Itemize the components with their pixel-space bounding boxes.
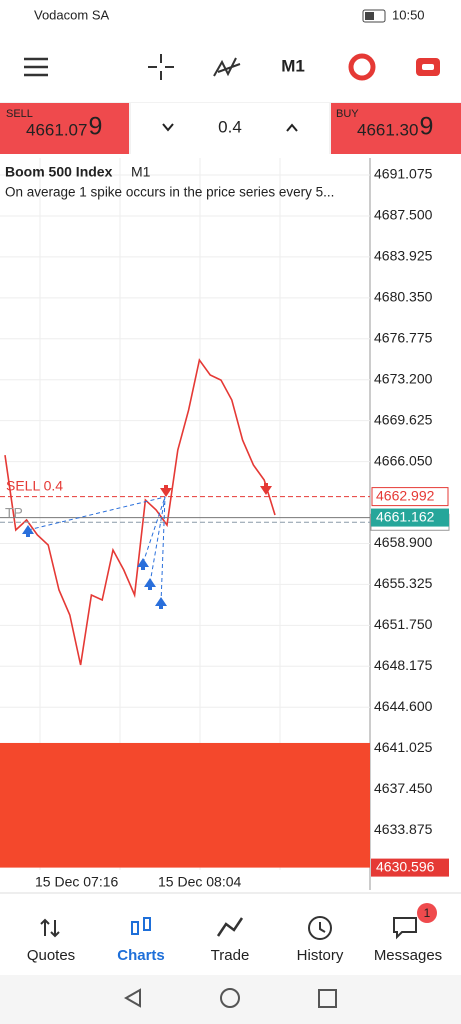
price-line [4, 358, 276, 666]
timeframe-button[interactable]: M1 [281, 56, 305, 75]
x-tick-label: 15 Dec 08:04 [158, 874, 241, 890]
sell-label-box [371, 487, 449, 507]
clock: 10:50 [392, 7, 425, 22]
battery [362, 9, 386, 23]
battery-level [365, 12, 374, 20]
y-tick-label: 4648.175 [374, 657, 433, 673]
trade-markers [22, 483, 272, 609]
nav-messages[interactable]: Messages [374, 947, 442, 964]
menu-button[interactable] [24, 57, 48, 77]
buy-button[interactable] [331, 103, 461, 154]
sell-button[interactable] [0, 103, 129, 154]
buy-label: BUY [336, 108, 359, 120]
recents-button[interactable] [318, 989, 337, 1008]
symbol-description: On average 1 spike occurs in the price s… [5, 185, 334, 200]
y-tick-label: 4666.050 [374, 452, 433, 468]
sell-price: 4661.07 [26, 120, 87, 139]
y-tick-label: 4683.925 [374, 248, 433, 264]
home-button[interactable] [220, 988, 240, 1008]
volume[interactable]: 0.4 [218, 117, 242, 136]
tp-label: TP [5, 504, 23, 520]
y-tick-label: 4673.200 [374, 370, 433, 386]
y-tick-label: 4633.875 [374, 821, 433, 837]
volume-increase[interactable] [286, 123, 298, 132]
nav-trade[interactable]: Trade [211, 947, 250, 964]
x-tick-label: 15 Dec 07:16 [35, 874, 118, 890]
badge-count: 1 [424, 906, 431, 920]
y-tick-label: 4641.025 [374, 739, 433, 755]
messages-icon [393, 917, 417, 940]
sell-level-label: 4662.992 [376, 487, 435, 503]
y-tick-label: 4680.350 [374, 289, 433, 305]
nav-quotes[interactable]: Quotes [27, 947, 75, 964]
buy-price: 4661.30 [357, 120, 418, 139]
history-hand [319, 922, 326, 933]
y-tick-label: 4669.625 [374, 411, 433, 427]
y-tick-label: 4655.325 [374, 575, 433, 591]
charts-icon [131, 917, 151, 935]
quotes-icon [40, 918, 60, 938]
trade-icon [422, 64, 434, 70]
zone [0, 742, 370, 868]
y-tick-label: 4676.775 [374, 329, 433, 345]
sell-price-digit: 9 [88, 113, 102, 141]
y-tick-label: 4658.900 [374, 534, 433, 550]
zone-label: 4630.596 [376, 858, 435, 874]
chart-timeframe: M1 [131, 164, 151, 180]
buy-price-digit: 9 [419, 113, 433, 141]
volume-decrease[interactable] [162, 123, 174, 132]
objects-button[interactable] [348, 53, 376, 81]
back-button[interactable] [123, 988, 141, 1008]
y-tick-label: 4691.075 [374, 166, 433, 182]
nav-history[interactable]: History [297, 947, 344, 964]
symbol[interactable]: Boom 500 Index [5, 164, 113, 180]
bid-level-label: 4661.162 [376, 508, 435, 524]
y-tick-label: 4651.750 [374, 616, 433, 632]
order-label: SELL 0.4 [6, 477, 63, 493]
carrier: Vodacom SA [34, 7, 109, 22]
y-tick-label: 4637.450 [374, 780, 433, 796]
system-nav [0, 975, 461, 1024]
trade-icon [216, 917, 244, 937]
y-tick-label: 4644.600 [374, 698, 433, 714]
indicators-button[interactable] [213, 57, 241, 77]
zone-label-box [371, 858, 449, 877]
history-icon [308, 916, 332, 940]
sell-label: SELL [6, 108, 33, 120]
crosshair-button[interactable] [148, 54, 174, 80]
nav-charts[interactable]: Charts [117, 947, 165, 964]
bid-label-bg [371, 508, 449, 527]
badge [417, 903, 437, 923]
y-tick-label: 4687.500 [374, 207, 433, 223]
